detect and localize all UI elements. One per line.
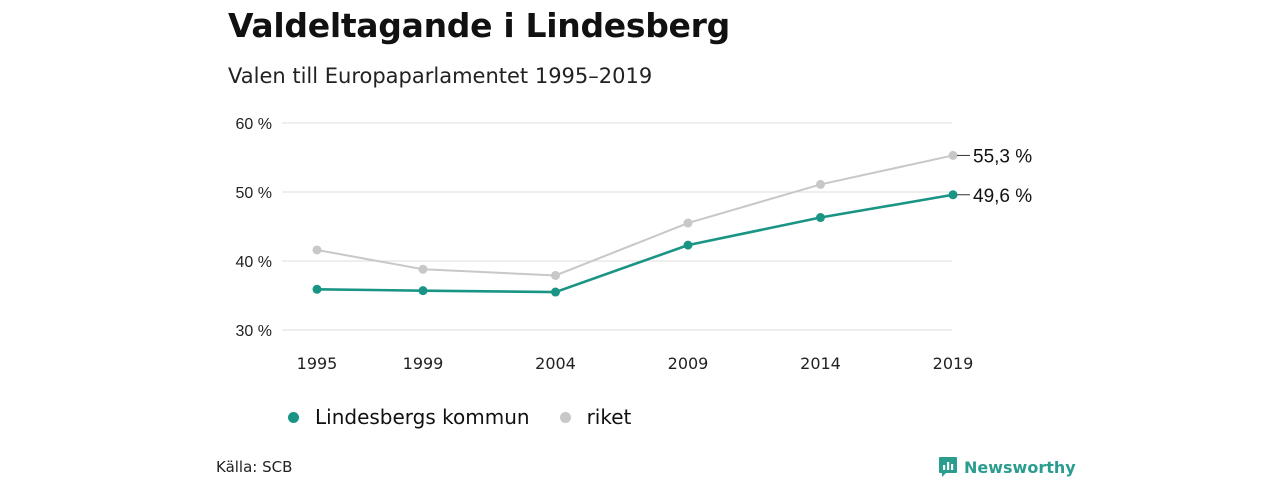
legend-label: Lindesbergs kommun bbox=[315, 405, 530, 429]
y-tick-label: 50 % bbox=[236, 185, 272, 202]
chart-title: Valdeltagande i Lindesberg bbox=[228, 6, 730, 45]
legend-item-lindesberg: Lindesbergs kommun bbox=[288, 405, 530, 429]
legend-item-riket: riket bbox=[559, 405, 632, 429]
y-tick-label: 60 % bbox=[236, 116, 272, 133]
x-tick-label: 2009 bbox=[668, 354, 709, 373]
x-tick-label: 1995 bbox=[297, 354, 338, 373]
series-riket: 55,3 % bbox=[312, 146, 1032, 280]
legend: Lindesbergs kommun riket bbox=[288, 405, 661, 429]
brand-logo: Newsworthy bbox=[938, 456, 1076, 478]
data-point bbox=[816, 213, 825, 223]
series-lindesberg: 49,6 % bbox=[312, 186, 1032, 297]
legend-dot-icon bbox=[288, 411, 299, 423]
data-point bbox=[948, 190, 958, 200]
chart-subtitle: Valen till Europaparlamentet 1995–2019 bbox=[228, 64, 653, 88]
data-point bbox=[418, 264, 428, 274]
data-point bbox=[312, 284, 322, 294]
series-line bbox=[316, 154, 954, 277]
data-point bbox=[551, 270, 560, 280]
x-tick-label: 2014 bbox=[800, 354, 841, 373]
x-tick-label: 2004 bbox=[535, 354, 576, 373]
y-axis-ticks: 30 % 40 % 50 % 60 % bbox=[236, 116, 272, 340]
data-point bbox=[683, 218, 693, 228]
x-axis-ticks: 1995 1999 2004 2009 2014 2019 bbox=[297, 354, 974, 373]
series-group: 55,3 % 49,6 % bbox=[312, 146, 1032, 297]
data-point bbox=[816, 179, 825, 189]
x-tick-label: 1999 bbox=[403, 354, 444, 373]
legend-dot-icon bbox=[559, 411, 571, 423]
end-value-label: 55,3 % bbox=[973, 146, 1032, 167]
brand-name: Newsworthy bbox=[964, 457, 1076, 477]
legend-label: riket bbox=[586, 405, 632, 429]
end-value-label: 49,6 % bbox=[973, 186, 1032, 207]
data-point bbox=[948, 150, 958, 160]
data-point bbox=[683, 240, 693, 250]
data-point bbox=[551, 287, 560, 297]
y-tick-label: 40 % bbox=[236, 254, 272, 271]
data-point bbox=[312, 245, 322, 255]
series-line bbox=[316, 193, 954, 294]
grid-lines bbox=[282, 122, 952, 331]
y-tick-label: 30 % bbox=[236, 323, 272, 340]
data-point bbox=[418, 286, 428, 296]
newsworthy-logo-icon bbox=[939, 457, 957, 477]
source-note: Källa: SCB bbox=[216, 458, 293, 476]
x-tick-label: 2019 bbox=[933, 354, 974, 373]
